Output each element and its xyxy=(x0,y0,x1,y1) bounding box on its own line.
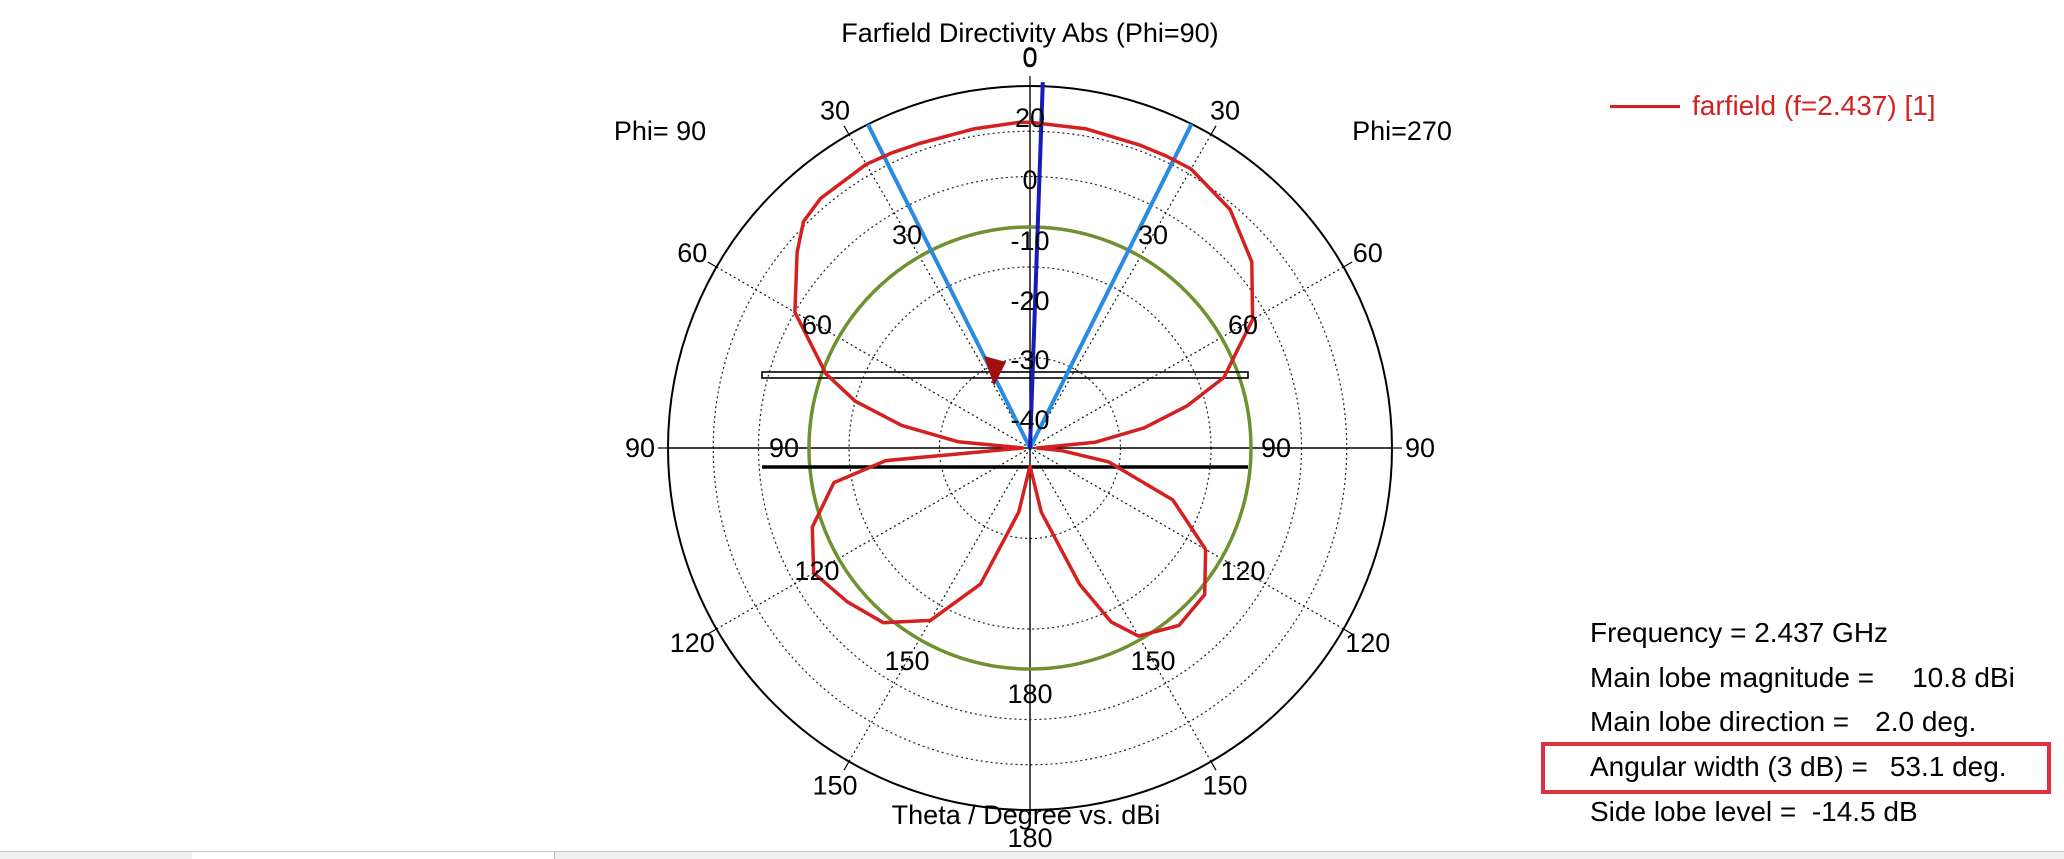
polar-grid xyxy=(658,76,1402,820)
angle-tick-label-inner: 120 xyxy=(1221,556,1266,586)
frequency-readout: Frequency = 2.437 GHz xyxy=(1590,617,1889,648)
angle-tick-label-outer: 180 xyxy=(1007,823,1052,853)
angle-tick-label-inner: 30 xyxy=(892,220,922,250)
angle-tick-label-outer: 30 xyxy=(820,95,850,125)
angle-tick-label-inner: 150 xyxy=(884,646,929,676)
ring-tick xyxy=(707,628,717,635)
angle-tick-label-outer: 150 xyxy=(1202,771,1247,801)
angular-width: Angular width (3 dB) = 53.1 deg. xyxy=(1590,751,2007,783)
main-lobe-line xyxy=(1028,82,1045,449)
marker-triangle xyxy=(984,356,1006,386)
angle-tick-label-outer: 90 xyxy=(625,433,655,463)
tab-2[interactable] xyxy=(192,852,555,859)
chart-title: Farfield Directivity Abs (Phi=90) xyxy=(841,18,1218,48)
legend-swatch xyxy=(1610,104,1680,108)
angle-tick-label-outer: 120 xyxy=(670,628,715,658)
angle-tick-label-outer: 120 xyxy=(1345,628,1390,658)
angle-tick-label-outer: 0 xyxy=(1022,43,1037,73)
radial-tick-label: -20 xyxy=(1010,286,1049,316)
ring-tick xyxy=(843,125,850,135)
x-axis-label: Theta / Degree vs. dBi xyxy=(892,800,1161,830)
angular-width-value: 53.1 deg. xyxy=(1889,751,2007,782)
grid-spoke xyxy=(848,134,1031,449)
ring-tick xyxy=(707,261,717,268)
angle-tick-label-outer: 150 xyxy=(812,771,857,801)
bottom-tab-strip xyxy=(0,851,2064,859)
series-layer xyxy=(761,82,1255,671)
radial-tick-label-top: 0 xyxy=(1022,42,1037,72)
grid-spoke xyxy=(848,447,1031,762)
radial-tick-label: -10 xyxy=(1010,226,1049,256)
grid-spoke xyxy=(1029,447,1344,630)
angle-tick-label-outer: 60 xyxy=(677,238,707,268)
ring-tick xyxy=(843,761,850,771)
tick-labels: 0 30 30 60 60 90 90 120 120 150 150 180 30 30 60 60 90 90… xyxy=(625,42,1435,853)
radial-tick-label: -30 xyxy=(1010,345,1049,375)
main-lobe-magnitude-label: Main lobe magnitude = xyxy=(1590,662,1875,693)
grid-spoke xyxy=(1029,447,1212,762)
ring-tick xyxy=(1210,125,1217,135)
ring-tick xyxy=(1343,628,1353,635)
legend: farfield (f=2.437) [1] xyxy=(1610,90,1936,122)
angular-width-highlight-box xyxy=(1541,742,2051,794)
main-lobe-direction-value: 2.0 deg. xyxy=(1875,706,1977,737)
main-lobe-direction: Main lobe direction = 2.0 deg. xyxy=(1590,706,1976,738)
angle-tick-label-inner: 30 xyxy=(1138,220,1168,250)
angle-tick-label-inner: 90 xyxy=(1261,433,1291,463)
legend-label: farfield (f=2.437) [1] xyxy=(1692,90,1936,121)
right-half-label: Phi=270 xyxy=(1352,116,1452,146)
upper-reference-bar xyxy=(761,371,1249,379)
main-lobe-direction-label: Main lobe direction = xyxy=(1590,706,1850,737)
grid-spoke xyxy=(716,447,1031,630)
grid-spoke xyxy=(716,266,1031,449)
side-lobe-level: Side lobe level = -14.5 dB xyxy=(1590,796,1918,827)
angle-tick-label-inner: 150 xyxy=(1130,646,1175,676)
angle-tick-label-outer: 30 xyxy=(1210,95,1240,125)
angular-width-label: Angular width (3 dB) = xyxy=(1590,751,1868,782)
threshold-ring xyxy=(807,225,1253,671)
angle-tick-label-inner: 180 xyxy=(1007,679,1052,709)
angle-tick-label-inner: 60 xyxy=(802,310,832,340)
angle-tick-label-outer: 90 xyxy=(1405,433,1435,463)
radial-tick-label: -40 xyxy=(1010,405,1049,435)
angle-tick-label-inner: 120 xyxy=(794,556,839,586)
pattern-curve xyxy=(793,120,1255,638)
beam-edge-line xyxy=(1028,123,1194,449)
radial-tick-label: 20 xyxy=(1015,103,1045,133)
ring-tick xyxy=(1343,261,1353,268)
main-lobe-magnitude: Main lobe magnitude = 10.8 dBi xyxy=(1590,662,2015,694)
angle-tick-label-inner: 60 xyxy=(1228,310,1258,340)
grid-spoke xyxy=(1029,266,1344,449)
radial-tick-label: 0 xyxy=(1022,165,1037,195)
angle-tick-label-inner: 90 xyxy=(769,433,799,463)
ring-tick xyxy=(1210,761,1217,771)
beam-edge-line xyxy=(866,123,1032,449)
grid-spoke xyxy=(1029,134,1212,449)
left-half-label: Phi= 90 xyxy=(614,116,706,146)
angle-tick-label-outer: 60 xyxy=(1353,238,1383,268)
main-lobe-magnitude-value: 10.8 dBi xyxy=(1912,662,2015,693)
